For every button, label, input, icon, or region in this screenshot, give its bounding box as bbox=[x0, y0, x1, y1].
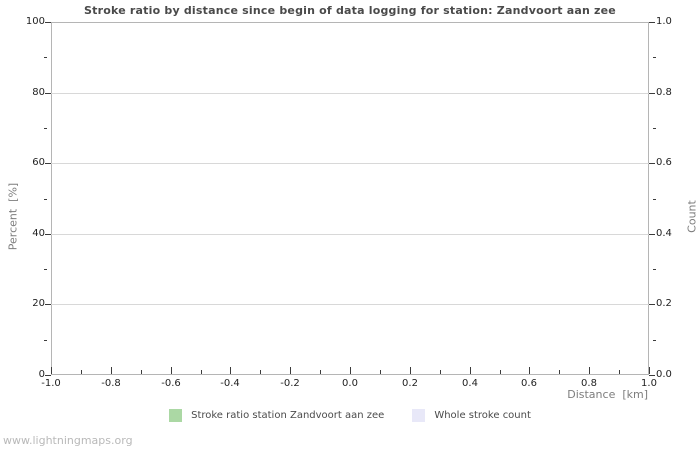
y-axis-minor-tick-right bbox=[653, 128, 656, 129]
x-axis-tick-label: 0.2 bbox=[402, 378, 418, 389]
x-axis-tick-label: -0.2 bbox=[280, 378, 300, 389]
x-axis-minor-tick bbox=[440, 370, 441, 374]
y-axis-tick-label-right: 0.2 bbox=[656, 298, 672, 309]
x-axis-tick-label: -0.4 bbox=[220, 378, 240, 389]
y-axis-minor-tick-left bbox=[44, 128, 47, 129]
y-axis-label-right: Count bbox=[685, 200, 699, 233]
y-axis-minor-tick-left bbox=[44, 340, 47, 341]
x-axis-minor-tick bbox=[500, 370, 501, 374]
y-axis-tick-label-left: 100 bbox=[25, 16, 45, 27]
x-axis-tick bbox=[111, 367, 112, 374]
y-axis-tick-right bbox=[649, 22, 655, 23]
x-axis-tick-label: 0.4 bbox=[462, 378, 478, 389]
legend-swatch-stroke-ratio bbox=[169, 409, 183, 422]
y-axis-tick-label-right: 1.0 bbox=[656, 16, 672, 27]
legend-item-whole-stroke-count: Whole stroke count bbox=[412, 409, 531, 422]
y-axis-tick-label-left: 0 bbox=[38, 369, 45, 380]
x-axis-minor-tick bbox=[201, 370, 202, 374]
x-axis-tick bbox=[171, 367, 172, 374]
x-axis-minor-tick bbox=[260, 370, 261, 374]
x-axis-tick bbox=[230, 367, 231, 374]
y-axis-tick-label-right: 0.6 bbox=[656, 157, 672, 168]
chart-title: Stroke ratio by distance since begin of … bbox=[84, 4, 616, 17]
plot-area bbox=[51, 22, 649, 375]
y-axis-tick-label-left: 80 bbox=[32, 87, 45, 98]
legend-label-stroke-ratio: Stroke ratio station Zandvoort aan zee bbox=[191, 410, 385, 421]
y-axis-tick-label-right: 0.4 bbox=[656, 228, 672, 239]
x-axis-tick bbox=[589, 367, 590, 374]
x-axis-label: Distance [km] bbox=[567, 388, 648, 401]
gridline-horizontal bbox=[51, 304, 649, 305]
x-axis-tick-label: 0.8 bbox=[581, 378, 597, 389]
legend-swatch-whole-stroke-count bbox=[412, 409, 426, 422]
y-axis-tick-right bbox=[649, 304, 655, 305]
y-axis-tick-left bbox=[45, 93, 51, 94]
legend-label-whole-stroke-count: Whole stroke count bbox=[434, 410, 531, 421]
y-axis-minor-tick-left bbox=[44, 57, 47, 58]
y-axis-minor-tick-right bbox=[653, 199, 656, 200]
gridline-horizontal bbox=[51, 163, 649, 164]
x-axis-minor-tick bbox=[141, 370, 142, 374]
y-axis-tick-right bbox=[649, 234, 655, 235]
x-axis-tick-label: -0.8 bbox=[101, 378, 121, 389]
y-axis-minor-tick-left bbox=[44, 269, 47, 270]
x-axis-tick-label: -1.0 bbox=[41, 378, 61, 389]
x-axis-tick-label: 1.0 bbox=[641, 378, 657, 389]
x-axis-tick bbox=[410, 367, 411, 374]
x-axis-tick bbox=[649, 367, 650, 374]
x-axis-minor-tick bbox=[320, 370, 321, 374]
x-axis-tick bbox=[290, 367, 291, 374]
y-axis-minor-tick-right bbox=[653, 269, 656, 270]
gridline-horizontal bbox=[51, 234, 649, 235]
y-axis-tick-label-left: 40 bbox=[32, 228, 45, 239]
y-axis-tick-label-left: 60 bbox=[32, 157, 45, 168]
y-axis-tick-left bbox=[45, 375, 51, 376]
y-axis-tick-right bbox=[649, 93, 655, 94]
x-axis-tick bbox=[350, 367, 351, 374]
x-axis-tick bbox=[529, 367, 530, 374]
y-axis-tick-label-right: 0.8 bbox=[656, 87, 672, 98]
x-axis-minor-tick bbox=[619, 370, 620, 374]
legend-item-stroke-ratio: Stroke ratio station Zandvoort aan zee bbox=[169, 409, 384, 422]
y-axis-tick-left bbox=[45, 304, 51, 305]
x-axis-tick-label: 0.6 bbox=[521, 378, 537, 389]
x-axis-tick-label: 0.0 bbox=[342, 378, 358, 389]
y-axis-tick-label-left: 20 bbox=[32, 298, 45, 309]
y-axis-minor-tick-left bbox=[44, 199, 47, 200]
legend: Stroke ratio station Zandvoort aan zee W… bbox=[0, 409, 700, 422]
y-axis-tick-right bbox=[649, 375, 655, 376]
x-axis-minor-tick bbox=[559, 370, 560, 374]
y-axis-minor-tick-right bbox=[653, 57, 656, 58]
y-axis-label-left: Percent [%] bbox=[6, 182, 20, 251]
y-axis-minor-tick-right bbox=[653, 340, 656, 341]
y-axis-tick-left bbox=[45, 234, 51, 235]
x-axis-tick-label: -0.6 bbox=[161, 378, 181, 389]
x-axis-tick bbox=[470, 367, 471, 374]
x-axis-minor-tick bbox=[380, 370, 381, 374]
y-axis-tick-left bbox=[45, 163, 51, 164]
gridline-horizontal bbox=[51, 93, 649, 94]
y-axis-tick-right bbox=[649, 163, 655, 164]
y-axis-tick-label-right: 0.0 bbox=[656, 369, 672, 380]
watermark-link[interactable]: www.lightningmaps.org bbox=[3, 434, 133, 447]
x-axis-tick bbox=[51, 367, 52, 374]
y-axis-tick-left bbox=[45, 22, 51, 23]
x-axis-minor-tick bbox=[81, 370, 82, 374]
